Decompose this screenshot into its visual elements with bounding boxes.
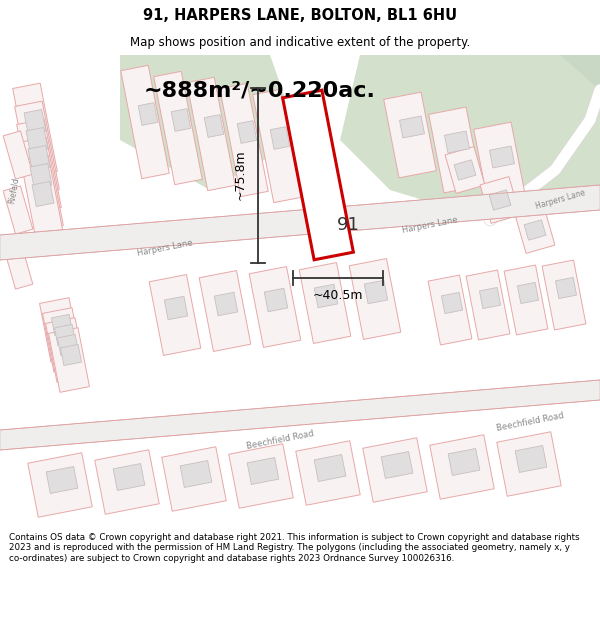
Polygon shape bbox=[442, 292, 463, 314]
Polygon shape bbox=[542, 260, 586, 330]
Polygon shape bbox=[299, 262, 351, 343]
Polygon shape bbox=[46, 318, 86, 382]
Polygon shape bbox=[445, 147, 485, 193]
Text: 91: 91 bbox=[337, 216, 359, 234]
Polygon shape bbox=[3, 186, 33, 234]
Polygon shape bbox=[296, 441, 360, 505]
Polygon shape bbox=[303, 132, 323, 156]
Polygon shape bbox=[95, 450, 159, 514]
Polygon shape bbox=[504, 265, 548, 335]
Polygon shape bbox=[204, 114, 224, 138]
Text: Map shows position and indicative extent of the property.: Map shows position and indicative extent… bbox=[130, 36, 470, 49]
Polygon shape bbox=[52, 314, 73, 336]
Polygon shape bbox=[220, 83, 268, 197]
Polygon shape bbox=[430, 435, 494, 499]
Polygon shape bbox=[237, 121, 257, 143]
Polygon shape bbox=[286, 96, 334, 209]
Polygon shape bbox=[32, 181, 54, 206]
Polygon shape bbox=[466, 270, 510, 340]
Polygon shape bbox=[556, 278, 577, 299]
Polygon shape bbox=[58, 334, 79, 356]
Text: Beechfield Road: Beechfield Road bbox=[496, 411, 565, 433]
Polygon shape bbox=[445, 131, 470, 153]
Text: Riefeld: Riefeld bbox=[7, 176, 21, 204]
Text: Harpers Lane: Harpers Lane bbox=[534, 189, 586, 211]
Polygon shape bbox=[428, 275, 472, 345]
Polygon shape bbox=[253, 89, 301, 202]
Polygon shape bbox=[187, 78, 235, 191]
Polygon shape bbox=[46, 466, 78, 494]
Text: Contains OS data © Crown copyright and database right 2021. This information is : Contains OS data © Crown copyright and d… bbox=[9, 533, 580, 562]
Polygon shape bbox=[14, 101, 59, 195]
Polygon shape bbox=[247, 458, 279, 484]
Polygon shape bbox=[199, 271, 251, 351]
Polygon shape bbox=[55, 324, 76, 346]
Polygon shape bbox=[515, 446, 547, 472]
Text: ~888m²/~0.220ac.: ~888m²/~0.220ac. bbox=[144, 80, 376, 100]
Polygon shape bbox=[28, 452, 92, 518]
Text: 91, HARPERS LANE, BOLTON, BL1 6HU: 91, HARPERS LANE, BOLTON, BL1 6HU bbox=[143, 8, 457, 23]
Text: Harpers Lane: Harpers Lane bbox=[401, 215, 458, 235]
Polygon shape bbox=[180, 461, 212, 488]
Polygon shape bbox=[3, 131, 33, 179]
Text: ~40.5m: ~40.5m bbox=[313, 289, 363, 302]
Polygon shape bbox=[340, 55, 600, 220]
Polygon shape bbox=[314, 454, 346, 481]
Polygon shape bbox=[13, 83, 58, 177]
Polygon shape bbox=[497, 432, 561, 496]
Polygon shape bbox=[30, 164, 52, 189]
Polygon shape bbox=[154, 71, 202, 184]
Polygon shape bbox=[270, 127, 290, 149]
Polygon shape bbox=[214, 292, 238, 316]
Polygon shape bbox=[363, 438, 427, 503]
Polygon shape bbox=[113, 464, 145, 491]
Polygon shape bbox=[26, 127, 48, 152]
Polygon shape bbox=[28, 146, 50, 171]
Polygon shape bbox=[40, 298, 80, 362]
Polygon shape bbox=[314, 284, 338, 308]
Polygon shape bbox=[20, 155, 65, 249]
Polygon shape bbox=[61, 344, 82, 366]
Polygon shape bbox=[283, 90, 353, 260]
Polygon shape bbox=[524, 220, 546, 240]
Polygon shape bbox=[515, 207, 555, 253]
Polygon shape bbox=[560, 55, 600, 90]
Polygon shape bbox=[3, 241, 33, 289]
Polygon shape bbox=[448, 449, 480, 476]
Polygon shape bbox=[264, 288, 288, 312]
Polygon shape bbox=[229, 444, 293, 508]
Text: Beechfield Road: Beechfield Road bbox=[245, 429, 314, 451]
Text: Harpers Lane: Harpers Lane bbox=[136, 238, 194, 258]
Polygon shape bbox=[24, 109, 46, 134]
Polygon shape bbox=[249, 267, 301, 348]
Polygon shape bbox=[120, 55, 300, 190]
Text: ~75.8m: ~75.8m bbox=[233, 149, 247, 200]
Polygon shape bbox=[19, 137, 64, 231]
Polygon shape bbox=[454, 160, 476, 180]
Polygon shape bbox=[489, 190, 511, 210]
Polygon shape bbox=[138, 102, 158, 126]
Polygon shape bbox=[171, 109, 191, 131]
Polygon shape bbox=[479, 288, 500, 309]
Polygon shape bbox=[17, 119, 61, 213]
Polygon shape bbox=[349, 259, 401, 339]
Polygon shape bbox=[490, 146, 515, 168]
Polygon shape bbox=[0, 185, 600, 260]
Polygon shape bbox=[474, 122, 526, 208]
Polygon shape bbox=[517, 282, 539, 304]
Polygon shape bbox=[364, 280, 388, 304]
Polygon shape bbox=[49, 328, 89, 392]
Polygon shape bbox=[162, 447, 226, 511]
Polygon shape bbox=[149, 274, 201, 356]
Polygon shape bbox=[429, 107, 481, 193]
Polygon shape bbox=[43, 308, 83, 372]
Polygon shape bbox=[121, 66, 169, 179]
Polygon shape bbox=[381, 451, 413, 479]
Polygon shape bbox=[384, 92, 436, 178]
Polygon shape bbox=[0, 380, 600, 450]
Polygon shape bbox=[400, 116, 425, 138]
Polygon shape bbox=[164, 296, 188, 320]
Polygon shape bbox=[480, 177, 520, 223]
